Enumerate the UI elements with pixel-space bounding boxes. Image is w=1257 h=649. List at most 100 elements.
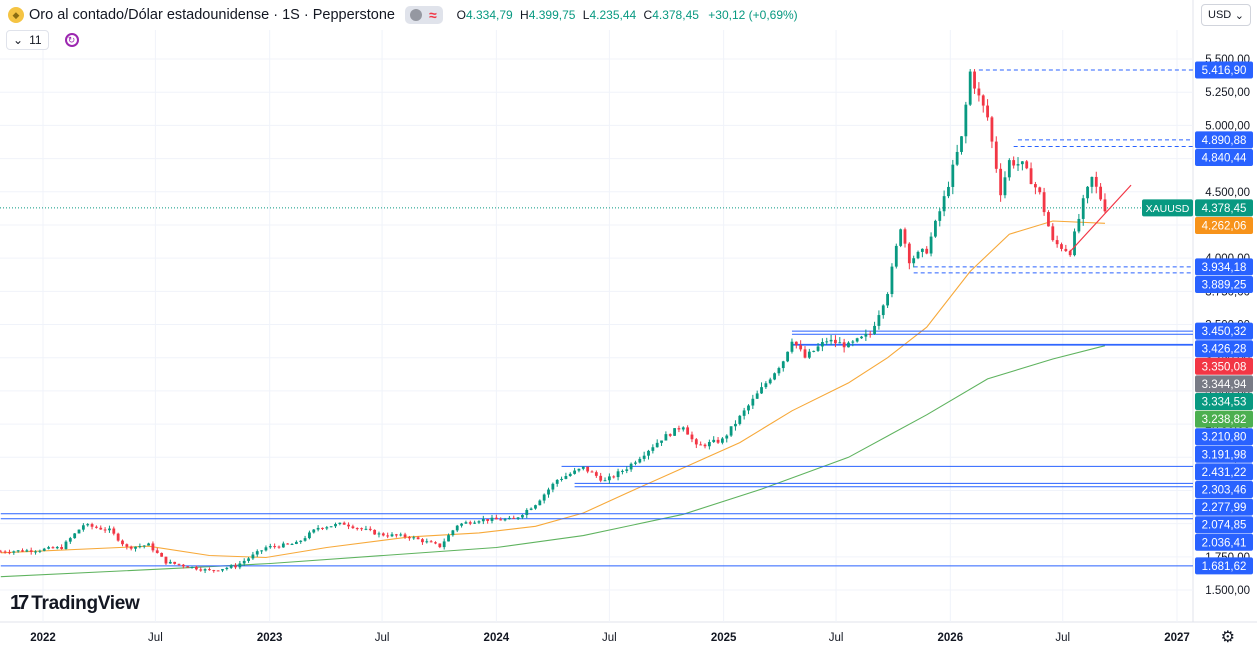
candle-body (142, 545, 146, 547)
candle-body (73, 533, 77, 539)
price-label-text: 2.036,41 (1202, 537, 1247, 549)
candle-body (990, 117, 994, 142)
candle-body (99, 527, 103, 530)
symbol-tag-text: XAUUSD (1146, 203, 1190, 215)
candle-body (716, 439, 720, 443)
candle-body (807, 351, 811, 358)
candle-body (725, 435, 729, 439)
candle-body (773, 373, 776, 380)
candle-body (194, 566, 198, 570)
price-label-text: 3.934,18 (1202, 262, 1247, 274)
price-label-box (1195, 148, 1253, 166)
price-label-box (1195, 340, 1253, 358)
candle-body (1034, 184, 1037, 188)
chart-header: ◆ Oro al contado/Dólar estadounidense · … (0, 0, 1195, 30)
candle-body (768, 379, 772, 384)
price-label-box (1195, 275, 1253, 293)
candle-body (1038, 187, 1042, 193)
candle-body (538, 500, 542, 506)
candle-body (760, 387, 763, 394)
candle-body (542, 494, 546, 501)
candle-body (938, 211, 942, 221)
candle-body (29, 550, 33, 552)
x-tick-label: Jul (148, 632, 163, 644)
refresh-icon[interactable]: ↻ (64, 33, 79, 47)
candle-body (468, 522, 472, 524)
market-status-badge[interactable]: ≈ (404, 6, 443, 24)
candle-body (355, 528, 359, 530)
candle-body (864, 333, 868, 337)
candle-body (286, 543, 290, 545)
candle-body (121, 540, 124, 545)
candle-body (47, 547, 50, 549)
indicators-toggle-button[interactable]: ⌄ 11 (6, 30, 49, 50)
candle-body (325, 527, 329, 529)
price-label-box (1195, 258, 1253, 276)
candle-body (381, 533, 385, 536)
symbol-title[interactable]: Oro al contado/Dólar estadounidense · 1S… (29, 7, 395, 23)
candle-body (868, 333, 872, 335)
candle-body (825, 341, 829, 343)
candle-body (173, 561, 177, 564)
candle-body (886, 294, 890, 306)
candle-body (642, 455, 646, 459)
x-tick-label: 2026 (938, 632, 964, 644)
price-label: 2.074,85 (1195, 516, 1253, 534)
candle-body (377, 533, 381, 535)
candle-body (125, 544, 129, 547)
price-label-text: 4.890,88 (1202, 135, 1247, 147)
candle-body (442, 541, 446, 548)
chevron-down-icon: ⌄ (13, 33, 24, 47)
candle-body (660, 440, 663, 443)
candle-body (12, 551, 16, 553)
candle-body (168, 561, 172, 564)
price-label-text: 3.350,08 (1202, 361, 1247, 373)
candle-body (481, 518, 485, 522)
trendline (1069, 184, 1132, 252)
wave-icon: ≈ (428, 7, 437, 23)
candle-body (699, 444, 703, 446)
candle-body (955, 151, 959, 165)
price-label-text: 3.889,25 (1202, 279, 1247, 291)
candle-body (473, 522, 477, 524)
candle-body (907, 243, 911, 264)
candle-body (25, 550, 29, 552)
candle-body (512, 517, 516, 519)
candle-body (347, 524, 350, 527)
candle-body (755, 393, 759, 399)
indicators-row: ⌄ 11 ↻ (6, 30, 79, 50)
high-value: 4.399,75 (528, 8, 576, 22)
candle-body (299, 540, 303, 542)
candle-body (521, 515, 524, 518)
candle-body (494, 517, 498, 520)
candle-body (777, 368, 781, 374)
price-label-box (1195, 357, 1253, 375)
candle-body (638, 458, 642, 463)
candle-body (368, 528, 372, 530)
candle-body (860, 336, 863, 339)
settings-gear-icon[interactable]: ⚙ (1220, 629, 1235, 646)
open-value: 4.334,79 (465, 8, 513, 22)
candle-body (138, 546, 142, 548)
candle-body (434, 542, 437, 544)
low-value: 4.235,44 (589, 8, 637, 22)
candle-body (573, 470, 577, 474)
candle-body (1025, 161, 1029, 169)
candle-body (677, 428, 681, 430)
price-label: 3.191,98 (1195, 445, 1253, 463)
candle-body (877, 315, 881, 326)
price-label-box (1195, 199, 1253, 217)
candle-body (812, 350, 816, 352)
candle-body (321, 527, 324, 529)
candle-body (503, 519, 507, 521)
candle-body (894, 245, 898, 267)
candle-body (1081, 198, 1085, 219)
price-label-box (1195, 445, 1253, 463)
x-tick-label: 2024 (484, 632, 510, 644)
tradingview-logo-icon: 17 (10, 592, 29, 614)
candle-body (455, 525, 459, 531)
candle-body (851, 341, 855, 343)
currency-select[interactable]: USD ⌄ (1201, 4, 1251, 26)
